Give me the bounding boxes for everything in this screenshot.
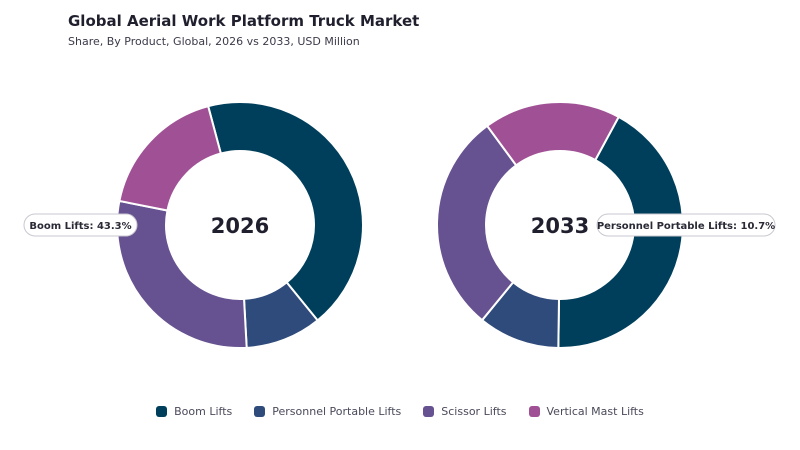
legend-item-vertical-mast-lifts[interactable]: Vertical Mast Lifts — [528, 405, 644, 418]
slice-2033-scissor-lifts — [436, 124, 518, 322]
legend-label: Vertical Mast Lifts — [546, 405, 644, 418]
legend-swatch — [254, 406, 266, 417]
chart-subtitle: Share, By Product, Global, 2026 vs 2033,… — [68, 35, 360, 48]
legend-item-scissor-lifts[interactable]: Scissor Lifts — [423, 405, 507, 418]
center-label-2026: 2026 — [211, 214, 269, 238]
legend-label: Boom Lifts — [174, 405, 233, 418]
chart-title: Global Aerial Work Platform Truck Market — [68, 12, 420, 30]
slice-2026-vertical-mast-lifts — [118, 104, 223, 212]
legend-label: Personnel Portable Lifts — [272, 405, 402, 418]
callout-label-2026: Boom Lifts: 43.3% — [29, 221, 131, 232]
slice-2033-vertical-mast-lifts — [485, 101, 621, 167]
legend-swatch — [528, 406, 540, 417]
legend-swatch — [156, 406, 168, 417]
callout-label-2033: Personnel Portable Lifts: 10.7% — [597, 221, 775, 232]
callout-box-2026 — [23, 213, 138, 237]
center-label-2033: 2033 — [531, 214, 589, 238]
legend-label: Scissor Lifts — [441, 405, 507, 418]
legend-item-personnel-portable-lifts[interactable]: Personnel Portable Lifts — [254, 405, 401, 418]
legend-item-boom-lifts[interactable]: Boom Lifts — [156, 405, 232, 418]
legend-swatch — [423, 406, 435, 417]
callout-box-2033 — [596, 213, 776, 237]
slice-2026-boom-lifts — [206, 101, 364, 322]
legend: Boom Lifts Personnel Portable Lifts Scis… — [0, 405, 800, 418]
slice-2026-scissor-lifts — [116, 199, 248, 349]
